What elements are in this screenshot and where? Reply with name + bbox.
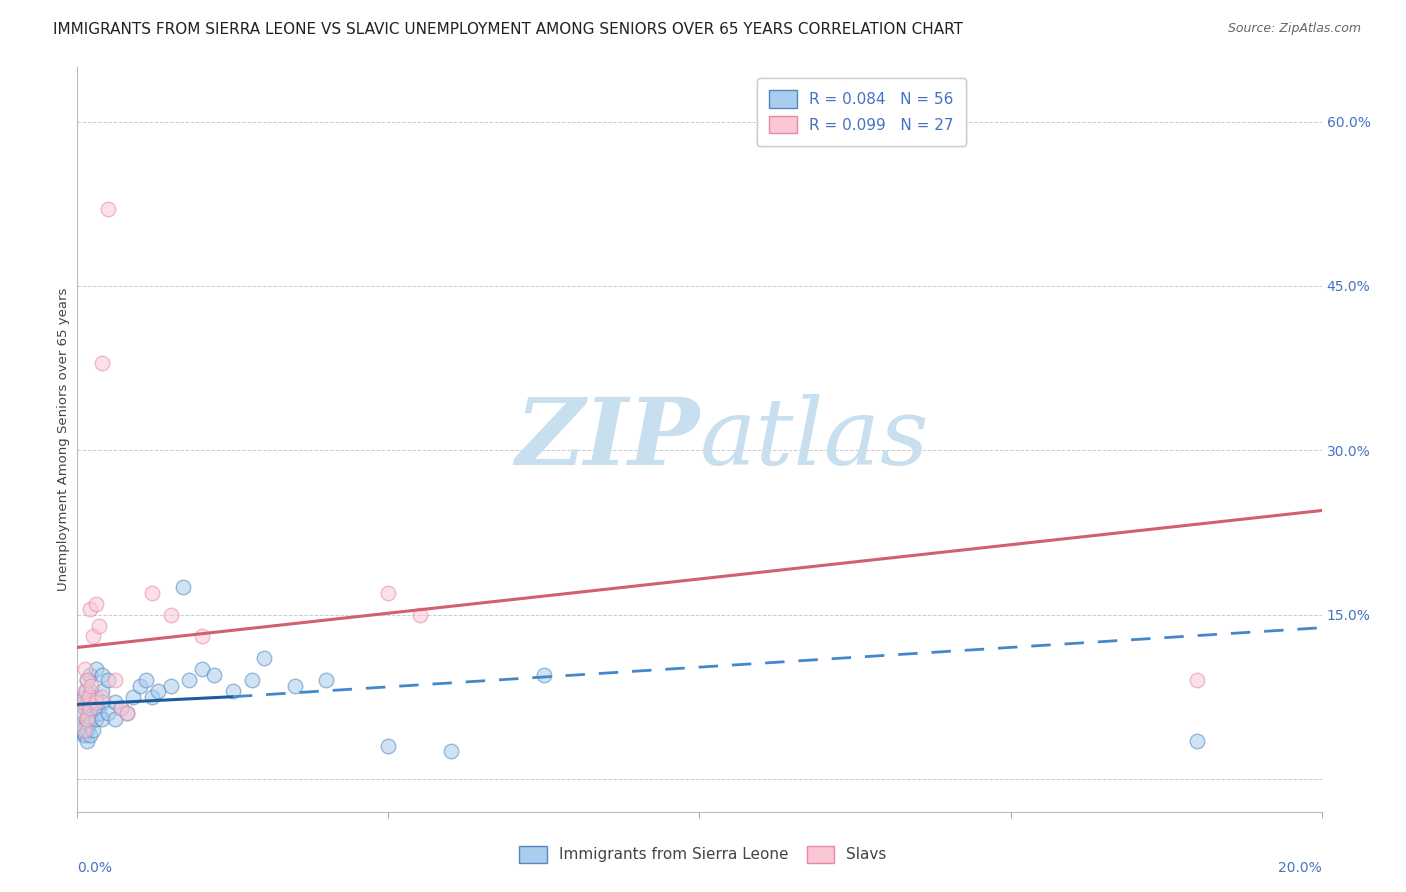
- Point: [91, 690, 114, 704]
- Point: [72, 706, 94, 720]
- Point: [76, 723, 98, 737]
- Point: [439, 744, 461, 758]
- Point: [79, 728, 101, 742]
- Legend: R = 0.084   N = 56, R = 0.099   N = 27: R = 0.084 N = 56, R = 0.099 N = 27: [756, 78, 966, 145]
- Point: [377, 739, 399, 753]
- Point: [73, 700, 96, 714]
- Text: atlas: atlas: [700, 394, 929, 484]
- Point: [79, 695, 101, 709]
- Point: [72, 723, 94, 737]
- Point: [202, 668, 225, 682]
- Point: [77, 706, 100, 720]
- Point: [84, 597, 107, 611]
- Point: [80, 684, 103, 698]
- Point: [69, 706, 91, 720]
- Point: [97, 673, 120, 688]
- Point: [82, 723, 104, 737]
- Point: [284, 679, 307, 693]
- Point: [82, 630, 104, 644]
- Point: [84, 662, 107, 676]
- Point: [122, 690, 145, 704]
- Point: [91, 668, 114, 682]
- Point: [159, 607, 181, 622]
- Point: [97, 706, 120, 720]
- Point: [75, 684, 97, 698]
- Point: [72, 728, 94, 742]
- Point: [104, 673, 127, 688]
- Point: [72, 690, 94, 704]
- Point: [141, 585, 163, 599]
- Y-axis label: Unemployment Among Seniors over 65 years: Unemployment Among Seniors over 65 years: [58, 287, 70, 591]
- Point: [72, 695, 94, 709]
- Point: [77, 717, 100, 731]
- Point: [76, 695, 98, 709]
- Point: [159, 679, 181, 693]
- Point: [86, 700, 108, 714]
- Point: [110, 700, 132, 714]
- Point: [79, 700, 101, 714]
- Point: [76, 733, 98, 747]
- Point: [1185, 733, 1208, 747]
- Point: [97, 202, 120, 217]
- Point: [77, 690, 100, 704]
- Point: [91, 356, 114, 370]
- Point: [190, 662, 214, 676]
- Point: [128, 679, 150, 693]
- Text: IMMIGRANTS FROM SIERRA LEONE VS SLAVIC UNEMPLOYMENT AMONG SENIORS OVER 65 YEARS : IMMIGRANTS FROM SIERRA LEONE VS SLAVIC U…: [53, 22, 963, 37]
- Point: [135, 673, 157, 688]
- Point: [75, 684, 97, 698]
- Point: [110, 700, 132, 714]
- Point: [80, 712, 103, 726]
- Point: [84, 695, 107, 709]
- Text: ZIP: ZIP: [515, 394, 700, 484]
- Point: [91, 712, 114, 726]
- Point: [377, 585, 399, 599]
- Point: [84, 690, 107, 704]
- Point: [222, 684, 245, 698]
- Point: [79, 668, 101, 682]
- Point: [80, 679, 103, 693]
- Point: [72, 717, 94, 731]
- Point: [84, 712, 107, 726]
- Point: [115, 706, 138, 720]
- Point: [253, 651, 276, 665]
- Text: 20.0%: 20.0%: [1278, 861, 1322, 875]
- Point: [315, 673, 337, 688]
- Point: [73, 728, 96, 742]
- Point: [408, 607, 430, 622]
- Point: [91, 684, 114, 698]
- Point: [76, 712, 98, 726]
- Point: [82, 700, 104, 714]
- Text: Source: ZipAtlas.com: Source: ZipAtlas.com: [1227, 22, 1361, 36]
- Point: [76, 673, 98, 688]
- Text: 0.0%: 0.0%: [77, 861, 112, 875]
- Point: [1185, 673, 1208, 688]
- Point: [93, 695, 115, 709]
- Point: [104, 712, 127, 726]
- Point: [172, 580, 194, 594]
- Point: [190, 630, 214, 644]
- Point: [141, 690, 163, 704]
- Point: [79, 602, 101, 616]
- Point: [115, 706, 138, 720]
- Point: [87, 618, 110, 632]
- Point: [148, 684, 170, 698]
- Point: [75, 712, 97, 726]
- Point: [73, 662, 96, 676]
- Point: [104, 695, 127, 709]
- Legend: Immigrants from Sierra Leone, Slavs: Immigrants from Sierra Leone, Slavs: [508, 833, 898, 875]
- Point: [533, 668, 555, 682]
- Point: [240, 673, 263, 688]
- Point: [76, 673, 98, 688]
- Point: [69, 723, 91, 737]
- Point: [179, 673, 201, 688]
- Point: [87, 706, 110, 720]
